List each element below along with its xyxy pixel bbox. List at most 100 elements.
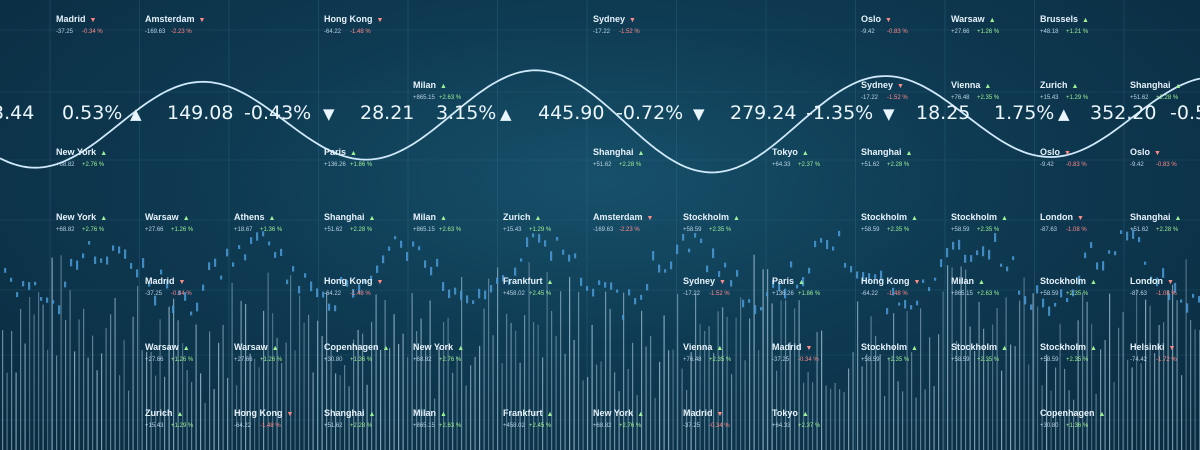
candle [952, 241, 955, 250]
volume-bar [186, 370, 188, 450]
volume-bar [542, 357, 544, 450]
volume-bar [249, 353, 251, 450]
volume-bar [879, 354, 881, 450]
up-arrow-icon: ▲ [368, 411, 376, 418]
candle [526, 237, 529, 248]
city-change: +2.28 % [350, 423, 373, 429]
candle [244, 254, 247, 261]
candle [220, 275, 223, 280]
candle [478, 288, 481, 299]
city-name: Warsaw [234, 342, 268, 352]
candle [1132, 229, 1135, 239]
volume-bar [717, 311, 719, 450]
volume-bar [74, 351, 76, 450]
up-arrow-icon: ▲ [988, 17, 996, 24]
volume-bar [384, 300, 386, 450]
city-quote: Vienna ▲ +76.48 +2.35 % [683, 338, 731, 364]
candle [292, 266, 295, 272]
candle [22, 281, 25, 287]
city-price: +15.43 [503, 227, 522, 233]
volume-bar [465, 385, 467, 450]
candle [100, 258, 103, 263]
volume-bar [240, 300, 242, 450]
city-price: +27.66 [951, 29, 970, 35]
volume-bar [438, 347, 440, 450]
volume-bar [843, 392, 845, 450]
volume-bar [101, 353, 103, 450]
volume-bar [776, 370, 778, 450]
volume-bar [573, 339, 575, 450]
candle [892, 287, 895, 296]
volume-bar [429, 300, 431, 450]
volume-bar [1059, 323, 1061, 450]
city-price: +58.59 [951, 357, 970, 363]
city-quote: Madrid ▼ -37.25 -0.34 % [145, 272, 192, 298]
volume-bar [938, 334, 940, 450]
city-change: +2.63 % [977, 291, 1000, 297]
city-name: Amsterdam [145, 14, 195, 24]
candle [946, 248, 949, 258]
volume-bar [956, 340, 958, 450]
volume-bar [375, 294, 377, 450]
volume-bar [335, 373, 337, 450]
volume-bar [132, 316, 134, 450]
city-quote: Stockholm ▲ +58.59 +2.35 % [683, 208, 740, 234]
volume-bar [146, 351, 148, 450]
city-price: +30.80 [324, 357, 343, 363]
up-arrow-icon: ▲ [1090, 279, 1097, 286]
volume-bar [663, 315, 665, 450]
candle [574, 253, 577, 259]
ticker-value: 28.21 [360, 102, 415, 124]
volume-bar [618, 391, 620, 450]
candle [10, 277, 13, 282]
volume-bar [141, 350, 143, 450]
city-change: +2.45 % [529, 291, 552, 297]
candle [1114, 251, 1117, 256]
candle [16, 292, 19, 298]
candle [286, 279, 289, 285]
candle [1120, 230, 1123, 234]
volume-bar [929, 337, 931, 450]
city-quote: Madrid ▼ -37.25 -0.34 % [56, 10, 103, 36]
volume-bar [821, 330, 823, 450]
volume-bar [479, 345, 481, 450]
city-price: +136.26 [324, 162, 346, 168]
volume-bar [353, 339, 355, 450]
volume-bar [222, 324, 224, 450]
volume-bar [200, 373, 202, 450]
city-quote: Tokyo ▲ +64.33 +2.37 % [772, 404, 820, 430]
up-arrow-icon: ▲ [350, 150, 357, 157]
city-quote: Stockholm ▲ +58.59 +2.35 % [1040, 338, 1097, 364]
volume-bar [632, 342, 634, 450]
candle [1090, 242, 1093, 249]
city-quote: Stockholm ▲ +58.59 +2.35 % [951, 208, 1008, 234]
candle [1186, 303, 1189, 313]
volume-bar [389, 348, 391, 450]
candle [1000, 263, 1003, 267]
candle [802, 277, 805, 287]
volume-bar [519, 362, 521, 450]
city-change: +2.35 % [977, 227, 1000, 233]
city-name: London [1130, 276, 1163, 286]
candle [616, 289, 619, 293]
volume-bar [24, 343, 26, 450]
candle [1084, 252, 1087, 259]
volume-bar [641, 310, 643, 450]
city-name: Shanghai [593, 147, 634, 157]
volume-bar [506, 313, 508, 450]
volume-bar [321, 336, 323, 450]
city-price: +27.66 [145, 357, 164, 363]
candle [394, 236, 397, 240]
candle [556, 236, 559, 241]
candle [1048, 306, 1051, 316]
city-change: +1.36 % [1066, 423, 1089, 429]
city-name: Vienna [951, 80, 981, 90]
volume-bar [393, 314, 395, 450]
down-arrow-icon: ▼ [885, 17, 892, 24]
volume-bar [218, 342, 220, 450]
up-arrow-icon: ▲ [546, 411, 554, 418]
city-change: +1.86 % [350, 162, 373, 168]
city-price: +136.26 [772, 291, 794, 297]
volume-bar [600, 361, 602, 450]
